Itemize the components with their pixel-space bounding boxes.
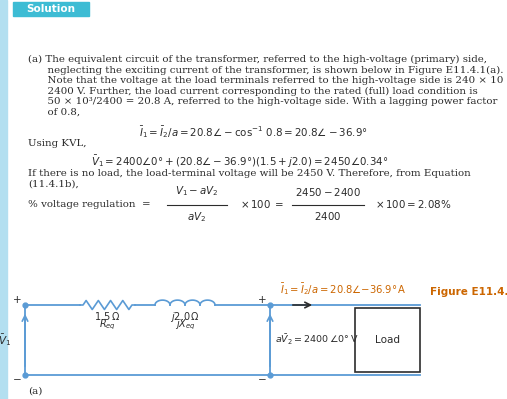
Text: $\bar{I}_1 = \bar{I}_2/a = 20.8\angle{-36.9°}\,\mathrm{A}$: $\bar{I}_1 = \bar{I}_2/a = 20.8\angle{-3… xyxy=(280,281,407,297)
Text: Note that the voltage at the load terminals referred to the high-voltage side is: Note that the voltage at the load termin… xyxy=(28,76,507,85)
Text: −: − xyxy=(13,375,22,385)
Text: Figure E11.4.1: Figure E11.4.1 xyxy=(430,287,507,297)
Text: Using KVL,: Using KVL, xyxy=(28,140,87,148)
Text: % voltage regulation  =: % voltage regulation = xyxy=(28,200,154,209)
Text: $2400$: $2400$ xyxy=(314,211,342,223)
Text: $jX_{eq}$: $jX_{eq}$ xyxy=(174,318,195,332)
Text: $\times\,100\;=$: $\times\,100\;=$ xyxy=(240,198,284,211)
Text: Solution: Solution xyxy=(26,4,76,14)
Bar xyxy=(13,2,89,16)
Text: $R_{eq}$: $R_{eq}$ xyxy=(99,318,116,332)
Text: neglecting the exciting current of the transformer, is shown below in Figure E11: neglecting the exciting current of the t… xyxy=(28,65,503,75)
Bar xyxy=(355,308,420,372)
Text: of 0.8,: of 0.8, xyxy=(28,107,80,117)
Text: $a\bar{V}_2 = 2400\,\angle 0°\,\mathrm{V}$: $a\bar{V}_2 = 2400\,\angle 0°\,\mathrm{V… xyxy=(275,333,358,347)
Text: −: − xyxy=(258,375,267,385)
Text: +: + xyxy=(13,295,22,305)
Text: (a) The equivalent circuit of the transformer, referred to the high-voltage (pri: (a) The equivalent circuit of the transf… xyxy=(28,55,487,64)
Text: $V_1 - aV_2$: $V_1 - aV_2$ xyxy=(175,185,219,198)
Text: 50 × 10³/2400 = 20.8 A, referred to the high-voltage side. With a lagging power : 50 × 10³/2400 = 20.8 A, referred to the … xyxy=(28,97,497,106)
Text: $2450 - 2400$: $2450 - 2400$ xyxy=(295,186,361,198)
Text: (11.4.1b),: (11.4.1b), xyxy=(28,180,79,189)
Text: If there is no load, the load-terminal voltage will be 2450 V. Therefore, from E: If there is no load, the load-terminal v… xyxy=(28,170,471,178)
Text: $\bar{V}_1 = 2400\angle 0° + (20.8\angle - 36.9°)(1.5 + j2.0) = 2450\angle 0.34°: $\bar{V}_1 = 2400\angle 0° + (20.8\angle… xyxy=(91,154,388,170)
Text: $\bar{I}_1 = \bar{I}_2/a = 20.8\angle - \cos^{-1}\,0.8 = 20.8\angle - 36.9°$: $\bar{I}_1 = \bar{I}_2/a = 20.8\angle - … xyxy=(138,124,368,140)
Text: $aV_2$: $aV_2$ xyxy=(188,211,206,224)
Text: (a): (a) xyxy=(28,387,43,396)
Text: $1.5\,\Omega$: $1.5\,\Omega$ xyxy=(94,310,121,322)
Text: $\times\,100 = 2.08\%$: $\times\,100 = 2.08\%$ xyxy=(375,198,451,211)
Text: Load: Load xyxy=(375,335,400,345)
Text: $\bar{V}_1$: $\bar{V}_1$ xyxy=(0,332,11,348)
Text: 2400 V. Further, the load current corresponding to the rated (full) load conditi: 2400 V. Further, the load current corres… xyxy=(28,87,478,96)
Text: $j2.0\,\Omega$: $j2.0\,\Omega$ xyxy=(170,310,200,324)
Bar xyxy=(0,0,7,399)
Text: +: + xyxy=(259,295,267,305)
